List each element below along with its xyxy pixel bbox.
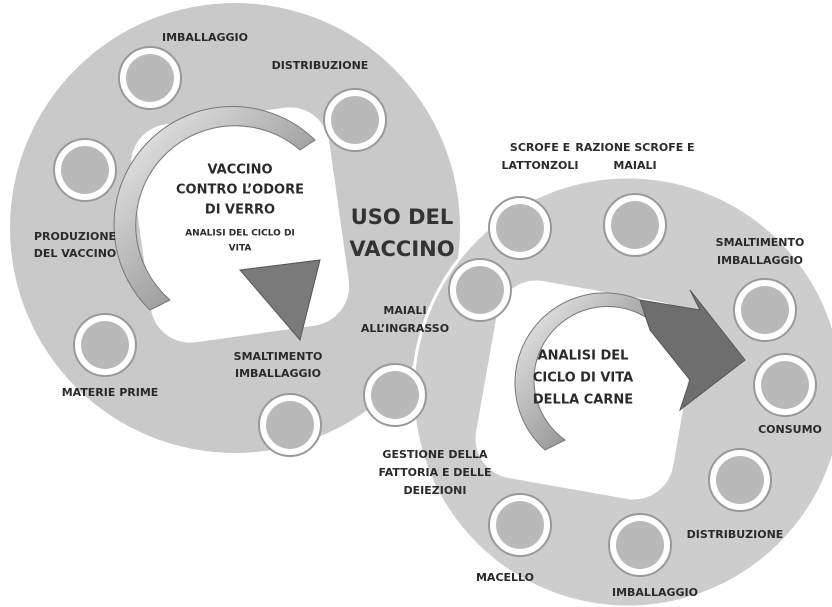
node-label: CONSUMO [758,423,822,436]
node-label: IMBALLAGGIO [235,367,321,380]
node-label: LATTONZOLI [502,159,579,172]
node-icon-photo [496,204,544,252]
node-label: IMBALLAGGIO [612,586,698,599]
center-title: DI VERRO [205,203,275,218]
node-icon-photo [81,321,129,369]
center-title: DELLA CARNE [533,393,633,408]
node-icon-photo [126,54,174,102]
node-label: DEL VACCINO [34,247,117,260]
node-label: DISTRIBUZIONE [272,59,369,72]
node-label: IMBALLAGGIO [717,254,803,267]
center-title: ANALISI DEL [538,349,629,364]
node-icon-photo [266,401,314,449]
node-icon-photo [371,371,419,419]
right-arrowhead [639,289,746,412]
left-arrowhead [239,259,321,342]
middle-label: VACCINO [349,237,454,261]
node-label: SCROFE E [510,141,570,154]
node-icon-photo [331,96,379,144]
icons [53,46,817,577]
center-title: VACCINO [207,163,272,178]
node-label: MAIALI [613,159,656,172]
node-icon-photo [716,456,764,504]
left-arc [113,106,316,311]
node-label: DEIEZIONI [404,484,467,497]
center-subtitle: ANALISI DEL CICLO DI [185,229,295,239]
node-label: SMALTIMENTO [234,350,323,363]
center-title: CONTRO L’ODORE [176,183,304,198]
node-label: SMALTIMENTO [716,236,805,249]
node-label: GESTIONE DELLA [382,448,488,461]
center-subtitle: VITA [229,244,252,254]
node-label: RAZIONE SCROFE E [575,141,694,154]
center-title: CICLO DI VITA [533,371,633,386]
node-label: MAIALI [383,304,426,317]
node-label: IMBALLAGGIO [162,31,248,44]
node-label: DISTRIBUZIONE [687,528,784,541]
node-label: FATTORIA E DELLE [379,466,492,479]
node-icon-photo [496,501,544,549]
node-icon-photo [761,361,809,409]
node-icon-photo [616,521,664,569]
node-label: MATERIE PRIME [62,386,159,399]
node-icon-photo [61,146,109,194]
node-label: PRODUZIONE [34,230,116,243]
node-icon-photo [741,286,789,334]
node-icon-photo [611,201,659,249]
node-label: ALL’INGRASSO [361,322,449,335]
node-icon-photo [456,266,504,314]
middle-label: USO DEL [351,205,454,229]
node-label: MACELLO [476,571,534,584]
